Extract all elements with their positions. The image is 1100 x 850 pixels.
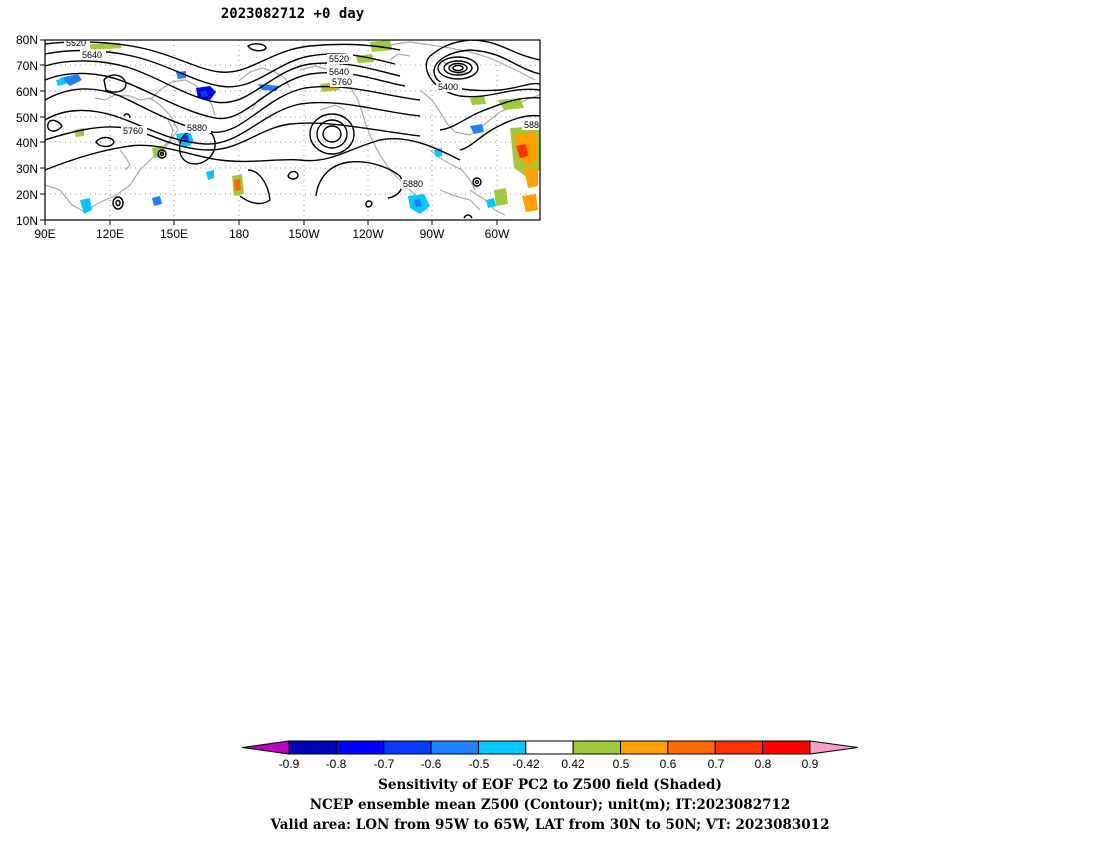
shade-negative (152, 196, 162, 206)
sensitivity-shading (56, 40, 540, 214)
shade-positive (370, 40, 392, 52)
shade-negative (182, 135, 189, 142)
colorbar-boxes (241, 740, 859, 755)
shade-negative (80, 198, 92, 214)
map-frame (44, 39, 541, 221)
contour-label: 5880 (403, 179, 423, 189)
colorbar-tick: -0.7 (374, 757, 395, 771)
contour-label: 5640 (82, 50, 102, 60)
lon-label: 150W (288, 227, 320, 241)
colorbar-tick: 0.8 (755, 757, 772, 771)
colorbar-box (667, 740, 716, 755)
colorbar-box (525, 740, 574, 755)
contour-label: 5520 (329, 54, 349, 64)
map-panel: 5520 5640 5520 5640 5760 5400 5760 5880 … (16, 33, 544, 241)
lon-label: 90W (420, 227, 445, 241)
shade-negative (56, 78, 66, 86)
colorbar-tick: -0.42 (512, 757, 540, 771)
caption-line-3: Valid area: LON from 95W to 65W, LAT fro… (270, 817, 830, 833)
shade-positive (88, 43, 122, 50)
latitude-labels: 80N 70N 60N 50N 40N 30N 20N 10N (16, 33, 38, 228)
colorbar-box (762, 740, 811, 755)
shade-negative (470, 124, 484, 134)
colorbar-box (477, 740, 527, 755)
lat-label: 70N (16, 59, 38, 73)
shade-positive (524, 166, 538, 188)
contour-label: 5640 (329, 67, 349, 77)
lon-label: 120W (352, 227, 384, 241)
shade-negative (200, 90, 208, 97)
caption-line-1: Sensitivity of EOF PC2 to Z500 field (Sh… (378, 777, 722, 793)
colorbar-tick: -0.9 (279, 757, 300, 771)
lat-label: 30N (16, 162, 38, 176)
lon-label: 180 (229, 227, 249, 241)
lat-label: 80N (16, 33, 38, 47)
colorbar-tick: -0.8 (326, 757, 347, 771)
lon-label: 90E (34, 227, 55, 241)
colorbar-box (288, 740, 337, 755)
contour-label: 5400 (438, 82, 458, 92)
longitude-labels: 90E 120E 150E 180 150W 120W 90W 60W (34, 227, 510, 241)
colorbar-tick-labels: -0.9 -0.8 -0.7 -0.6 -0.5 -0.42 0.42 0.5 … (279, 757, 819, 771)
contour-label: 5880 (524, 120, 544, 130)
colorbar-left-arrow (241, 740, 290, 755)
contour-label: 5880 (187, 123, 207, 133)
colorbar-box (430, 740, 479, 755)
shade-positive (522, 194, 538, 212)
shade-negative (206, 170, 214, 180)
colorbar-tick: 0.42 (561, 757, 585, 771)
lat-label: 60N (16, 85, 38, 99)
colorbar-box (383, 740, 432, 755)
colorbar-tick: -0.6 (421, 757, 442, 771)
shade-positive (234, 179, 241, 191)
shade-positive (498, 98, 524, 110)
colorbar-box (572, 740, 622, 755)
colorbar-box (714, 740, 764, 755)
colorbar: -0.9 -0.8 -0.7 -0.6 -0.5 -0.42 0.42 0.5 … (241, 740, 859, 771)
lon-label: 150E (160, 227, 188, 241)
shade-positive (470, 96, 486, 105)
lat-lon-grid (45, 40, 540, 220)
shade-negative (486, 198, 496, 208)
contour-label: 5760 (123, 126, 143, 136)
shade-positive (516, 144, 528, 158)
colorbar-tick: 0.6 (660, 757, 677, 771)
caption-line-2: NCEP ensemble mean Z500 (Contour); unit(… (309, 797, 791, 813)
contour-label: 5520 (66, 38, 86, 48)
shade-negative (414, 199, 422, 207)
lat-label: 40N (16, 136, 38, 150)
plot-title: 2023082712 +0 day (220, 6, 365, 22)
colorbar-tick: -0.5 (469, 757, 490, 771)
colorbar-tick: 0.9 (802, 757, 819, 771)
contour-label: 5760 (332, 77, 352, 87)
shade-negative (60, 74, 82, 86)
axis-ticks (40, 39, 498, 225)
lat-label: 10N (16, 214, 38, 228)
lon-label: 60W (485, 227, 510, 241)
colorbar-box (620, 740, 669, 755)
colorbar-tick: 0.7 (708, 757, 725, 771)
lon-label: 120E (96, 227, 124, 241)
colorbar-tick: 0.5 (613, 757, 630, 771)
colorbar-right-arrow (809, 740, 859, 755)
lat-label: 50N (16, 111, 38, 125)
lat-label: 20N (16, 188, 38, 202)
contour-labels: 5520 5640 5520 5640 5760 5400 5760 5880 … (64, 38, 544, 189)
colorbar-box (335, 740, 385, 755)
shade-positive (494, 188, 508, 206)
shade-negative (176, 71, 186, 79)
